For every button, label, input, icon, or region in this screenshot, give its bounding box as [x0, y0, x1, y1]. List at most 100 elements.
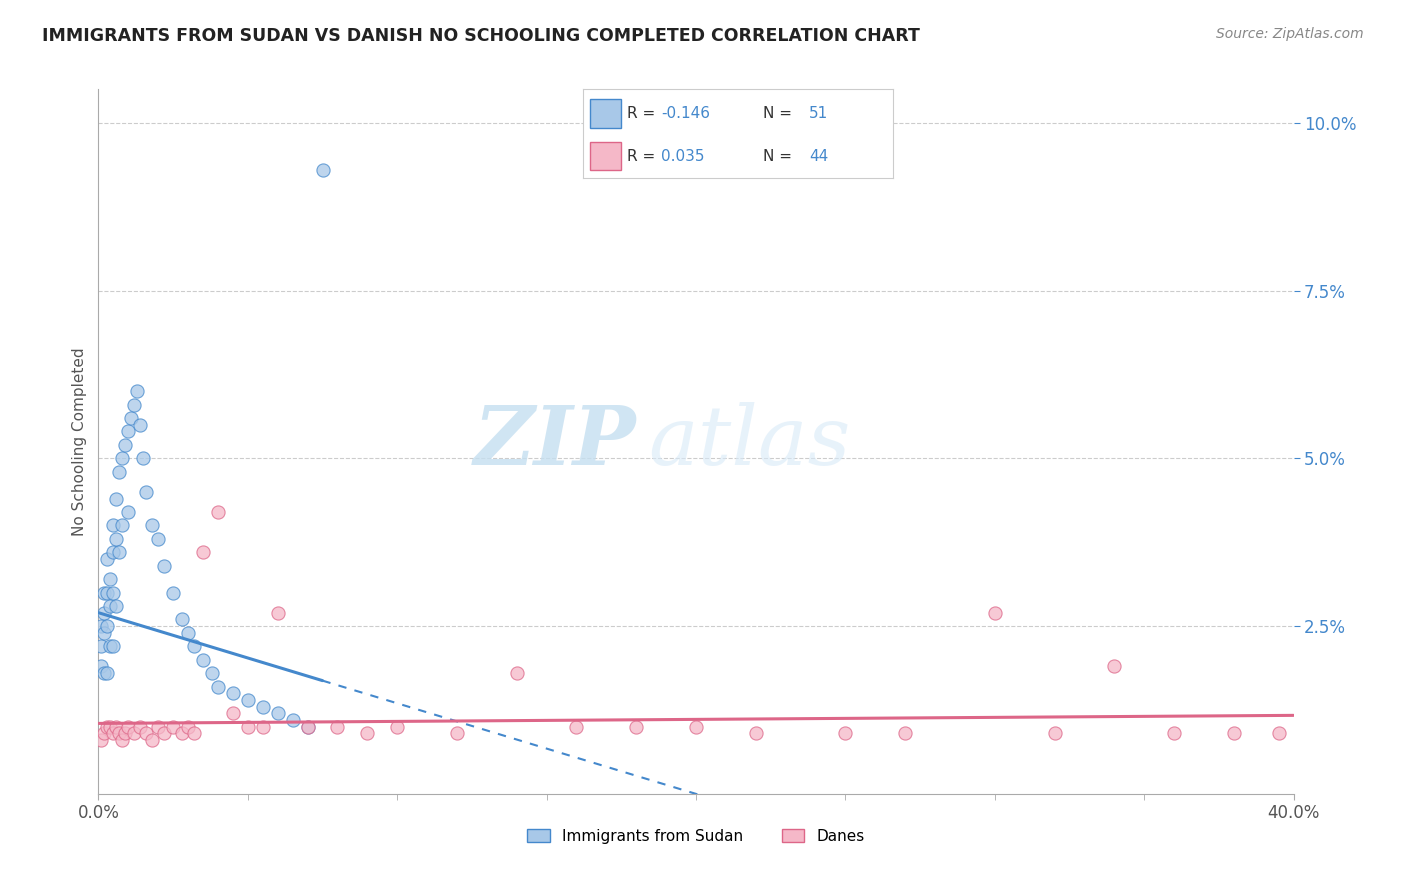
- Point: [326, 720, 349, 734]
- Point: [129, 720, 152, 734]
- Point: [172, 612, 194, 626]
- Point: [1043, 726, 1066, 740]
- Y-axis label: No Schooling Completed: No Schooling Completed: [72, 347, 87, 536]
- Point: [745, 726, 768, 740]
- Point: [96, 552, 118, 566]
- Text: R =: R =: [627, 149, 659, 163]
- Text: Source: ZipAtlas.com: Source: ZipAtlas.com: [1216, 27, 1364, 41]
- Point: [626, 720, 648, 734]
- Point: [297, 720, 319, 734]
- Point: [103, 726, 125, 740]
- Point: [222, 686, 245, 700]
- Point: [96, 619, 118, 633]
- FancyBboxPatch shape: [589, 99, 620, 128]
- Point: [183, 726, 205, 740]
- Point: [177, 625, 200, 640]
- Point: [117, 505, 139, 519]
- Point: [90, 639, 112, 653]
- Point: [446, 726, 468, 740]
- Point: [1163, 726, 1185, 740]
- Text: IMMIGRANTS FROM SUDAN VS DANISH NO SCHOOLING COMPLETED CORRELATION CHART: IMMIGRANTS FROM SUDAN VS DANISH NO SCHOO…: [42, 27, 920, 45]
- Point: [207, 505, 229, 519]
- Point: [183, 639, 205, 653]
- Point: [141, 518, 163, 533]
- Point: [148, 720, 170, 734]
- Point: [267, 706, 290, 721]
- Point: [90, 619, 112, 633]
- Point: [297, 720, 319, 734]
- Point: [162, 720, 184, 734]
- Point: [111, 733, 134, 747]
- Point: [135, 484, 157, 499]
- Point: [96, 720, 118, 734]
- Point: [98, 720, 122, 734]
- Point: [191, 545, 214, 559]
- Point: [98, 599, 122, 613]
- Text: 0.035: 0.035: [661, 149, 704, 163]
- Point: [356, 726, 378, 740]
- Point: [90, 733, 112, 747]
- Point: [685, 720, 707, 734]
- Point: [385, 720, 409, 734]
- Point: [153, 726, 176, 740]
- Point: [108, 465, 131, 479]
- Point: [93, 726, 115, 740]
- Point: [98, 639, 122, 653]
- Point: [96, 666, 118, 681]
- Point: [105, 599, 128, 613]
- Point: [124, 398, 146, 412]
- Point: [129, 417, 152, 432]
- Point: [93, 606, 115, 620]
- Point: [565, 720, 588, 734]
- Point: [111, 451, 134, 466]
- Point: [103, 639, 125, 653]
- Text: -0.146: -0.146: [661, 106, 710, 120]
- Point: [117, 720, 139, 734]
- Point: [127, 384, 149, 399]
- Text: R =: R =: [627, 106, 659, 120]
- Point: [311, 162, 333, 177]
- Point: [105, 491, 128, 506]
- Text: ZIP: ZIP: [474, 401, 637, 482]
- Point: [103, 518, 125, 533]
- Point: [114, 726, 136, 740]
- Point: [120, 411, 142, 425]
- Point: [117, 425, 139, 439]
- Point: [98, 572, 122, 586]
- Point: [105, 720, 128, 734]
- Point: [132, 451, 155, 466]
- Point: [281, 713, 304, 727]
- Point: [93, 666, 115, 681]
- Point: [834, 726, 856, 740]
- Point: [148, 532, 170, 546]
- Point: [236, 720, 259, 734]
- Text: N =: N =: [763, 106, 797, 120]
- Point: [141, 733, 163, 747]
- Point: [90, 659, 112, 673]
- Point: [236, 693, 259, 707]
- FancyBboxPatch shape: [589, 142, 620, 170]
- Point: [207, 680, 229, 694]
- Point: [93, 585, 115, 599]
- Point: [894, 726, 917, 740]
- Point: [111, 518, 134, 533]
- Text: atlas: atlas: [648, 401, 851, 482]
- Point: [108, 726, 131, 740]
- Point: [506, 666, 529, 681]
- Point: [222, 706, 245, 721]
- Legend: Immigrants from Sudan, Danes: Immigrants from Sudan, Danes: [522, 822, 870, 850]
- Point: [103, 585, 125, 599]
- Point: [252, 699, 274, 714]
- Point: [984, 606, 1007, 620]
- Point: [191, 653, 214, 667]
- Point: [124, 726, 146, 740]
- Point: [172, 726, 194, 740]
- Point: [162, 585, 184, 599]
- Point: [201, 666, 224, 681]
- Point: [96, 585, 118, 599]
- Point: [1267, 726, 1289, 740]
- Point: [153, 558, 176, 573]
- Point: [114, 438, 136, 452]
- Point: [267, 606, 290, 620]
- Point: [93, 625, 115, 640]
